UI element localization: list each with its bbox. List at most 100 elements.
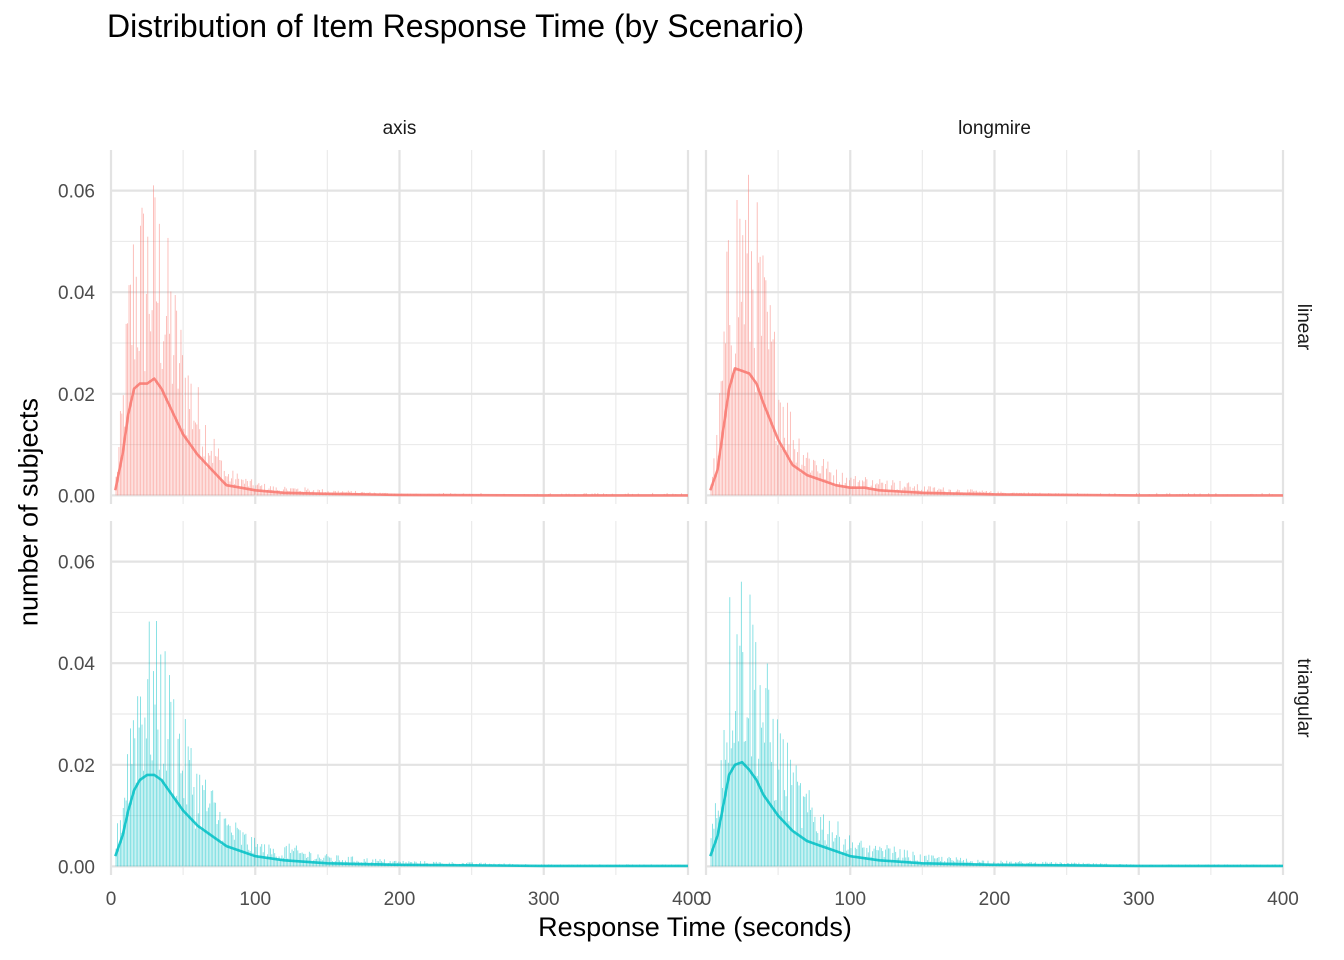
histogram-bar	[171, 796, 173, 867]
histogram-bar	[194, 422, 196, 496]
histogram-bar	[160, 362, 162, 496]
histogram-bar	[765, 280, 767, 496]
histogram-bar	[764, 742, 765, 867]
histogram-bar	[736, 634, 738, 867]
histogram-bar	[187, 375, 189, 496]
histogram-bar	[886, 480, 888, 496]
histogram-bar	[807, 812, 809, 867]
histogram-bar	[789, 411, 791, 496]
histogram-bar	[776, 719, 778, 867]
histogram-bar	[772, 718, 774, 867]
histogram-bar	[183, 798, 185, 867]
histogram-bar	[748, 718, 749, 867]
histogram-bar	[851, 842, 853, 867]
histogram-bar	[784, 790, 786, 867]
histogram-bar	[889, 489, 891, 496]
histogram-bar	[130, 728, 131, 867]
histogram-bar	[882, 851, 884, 867]
histogram-bar	[914, 855, 915, 867]
histogram-bar	[833, 841, 835, 867]
histogram-bar	[965, 858, 967, 867]
histogram-bar	[722, 787, 724, 867]
histogram-bar	[839, 482, 840, 496]
histogram-bar	[814, 816, 816, 867]
histogram-bar	[287, 858, 289, 867]
histogram-bar	[220, 844, 222, 867]
histogram-bar	[772, 339, 774, 496]
histogram-bar	[775, 799, 777, 867]
histogram-bar	[143, 213, 144, 496]
histogram-bar	[118, 844, 120, 867]
histogram-bar	[131, 345, 133, 496]
histogram-bar	[337, 855, 339, 867]
histogram-bar	[751, 756, 752, 867]
histogram-bar	[847, 487, 849, 496]
histogram-bar	[844, 482, 846, 496]
histogram-bar	[215, 456, 217, 496]
histogram-bar	[924, 855, 925, 867]
histogram-bar	[899, 849, 901, 867]
histogram-bar	[207, 807, 209, 867]
histogram-bar	[197, 387, 199, 496]
histogram-bar	[326, 854, 328, 867]
histogram-bar	[810, 809, 812, 867]
histogram-bar	[167, 739, 169, 867]
histogram-bar	[284, 486, 286, 496]
histogram-bar	[135, 782, 137, 867]
histogram-bar	[942, 487, 944, 496]
histogram-bar	[805, 793, 807, 867]
histogram-bar	[886, 845, 888, 867]
histogram-bar	[161, 778, 163, 867]
histogram-bar	[127, 323, 129, 496]
histogram-bar	[280, 859, 281, 867]
histogram-bar	[324, 855, 326, 867]
histogram-bar	[804, 796, 806, 867]
histogram-bar	[779, 733, 781, 867]
histogram-bar	[864, 856, 866, 867]
histogram-bar	[232, 835, 234, 867]
histogram-bar	[735, 353, 736, 496]
histogram-bar	[748, 174, 749, 496]
histogram-bar	[153, 671, 154, 867]
histogram-bar	[895, 490, 897, 496]
histogram-bar	[121, 832, 123, 867]
histogram-bar	[206, 811, 208, 867]
histogram-bar	[295, 845, 297, 867]
histogram-bar	[714, 803, 716, 867]
histogram-bar	[134, 359, 136, 496]
y-tick-label: 0.06	[58, 553, 95, 574]
histogram-bar	[190, 383, 192, 496]
histogram-bar	[782, 406, 784, 496]
histogram-bar	[251, 837, 253, 867]
histogram-bar	[739, 218, 741, 496]
histogram-bar	[729, 325, 731, 496]
histogram-bar	[781, 810, 783, 867]
histogram-bar	[151, 760, 153, 867]
histogram-bar	[151, 310, 153, 496]
histogram-bar	[815, 465, 817, 496]
histogram-bar	[938, 856, 940, 867]
histogram-bar	[758, 262, 760, 496]
histogram-bar	[169, 675, 170, 867]
histogram-bar	[911, 861, 912, 867]
histogram-bar	[844, 839, 846, 867]
histogram-bar	[160, 654, 162, 867]
histogram-bar	[789, 759, 791, 867]
histogram-bar	[782, 739, 784, 867]
histogram-bar	[207, 453, 209, 496]
histogram-bar	[857, 845, 859, 867]
histogram-bar	[184, 719, 186, 867]
histogram-bar	[189, 760, 191, 867]
histogram-bar	[851, 486, 853, 496]
histogram-bar	[222, 482, 224, 496]
histogram-bar	[158, 769, 160, 867]
histogram-bar	[248, 486, 250, 496]
histogram-bar	[1000, 860, 1002, 867]
histogram-bar	[229, 481, 231, 496]
histogram-bar	[233, 839, 235, 867]
histogram-bar	[213, 438, 215, 496]
histogram-bar	[742, 235, 744, 496]
histogram-bar	[906, 850, 908, 867]
strip-label-triangular: triangular	[1293, 658, 1314, 738]
histogram-bar	[192, 794, 193, 867]
